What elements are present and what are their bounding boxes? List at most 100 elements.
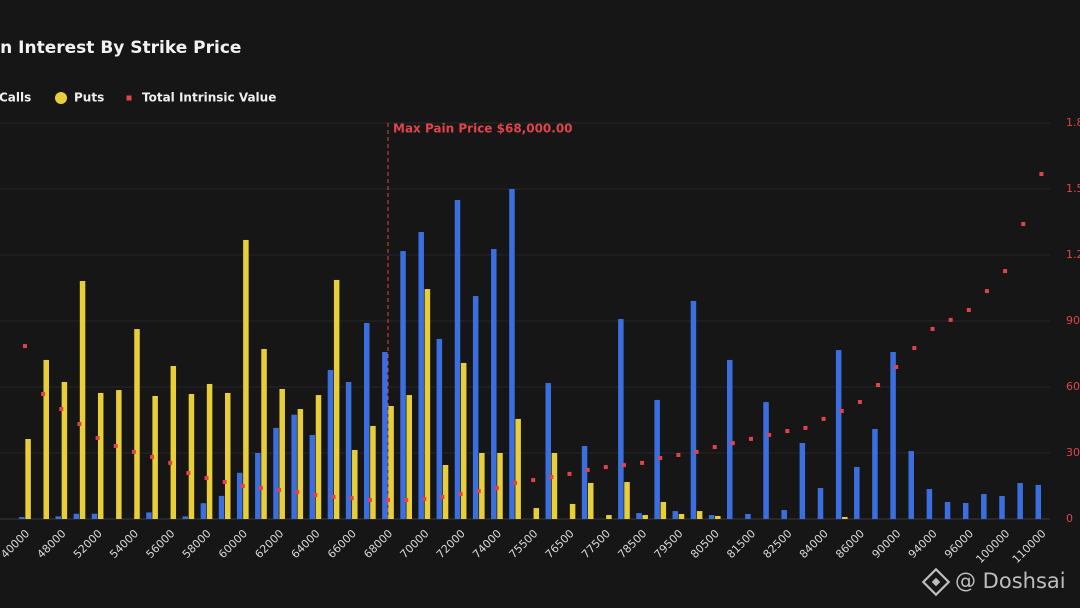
bar xyxy=(436,338,443,519)
intrinsic-point xyxy=(386,498,390,503)
bar xyxy=(218,495,225,519)
intrinsic-point xyxy=(694,449,699,454)
intrinsic-point xyxy=(767,432,772,437)
intrinsic-point xyxy=(222,480,227,485)
bar xyxy=(333,279,340,519)
x-tick-label: 94000 xyxy=(906,527,940,561)
bar xyxy=(43,359,49,519)
x-tick-label: 84000 xyxy=(797,527,831,561)
bar xyxy=(382,352,388,519)
intrinsic-point xyxy=(258,485,263,490)
bar xyxy=(243,239,249,519)
intrinsic-point xyxy=(984,289,989,294)
chart-title: Open Interest By Strike Price xyxy=(0,38,241,58)
intrinsic-point xyxy=(621,463,626,468)
intrinsic-point xyxy=(295,489,300,494)
bar xyxy=(715,515,721,519)
intrinsic-point xyxy=(603,465,608,470)
x-tick-label: 40000 xyxy=(0,527,32,561)
bar xyxy=(479,453,485,519)
intrinsic-point xyxy=(331,495,336,499)
x-tick-label: 58000 xyxy=(180,527,214,561)
bar xyxy=(842,517,848,519)
bar xyxy=(799,442,806,519)
bar xyxy=(890,352,896,519)
y2-tick-label: 1.2B xyxy=(1066,248,1080,261)
intrinsic-point xyxy=(712,445,717,450)
bar xyxy=(926,489,933,519)
bar xyxy=(370,425,376,519)
x-tick-label: 66000 xyxy=(325,527,359,561)
bar xyxy=(606,515,612,519)
intrinsic-point xyxy=(567,471,572,476)
x-tick-label: 72000 xyxy=(434,527,468,561)
y2-tick-label: 1.5B xyxy=(1066,182,1080,195)
bar xyxy=(134,329,140,519)
bar xyxy=(509,189,515,519)
legend-item: Total Intrinsic Value xyxy=(126,91,276,105)
intrinsic-point xyxy=(404,498,409,503)
intrinsic-point xyxy=(476,489,481,494)
bar xyxy=(817,487,824,519)
bar xyxy=(25,439,31,519)
intrinsic-point xyxy=(240,484,245,488)
bar xyxy=(91,513,98,519)
bar xyxy=(944,501,951,519)
intrinsic-point xyxy=(494,485,499,490)
x-tick-label: 75500 xyxy=(507,527,541,561)
intrinsic-point xyxy=(912,346,917,351)
x-tick-label: 54000 xyxy=(107,527,141,561)
bar xyxy=(660,501,667,519)
legend-label: Total Intrinsic Value xyxy=(142,91,276,105)
intrinsic-point xyxy=(640,460,645,465)
intrinsic-point xyxy=(204,476,209,481)
watermark: @ Doshsai xyxy=(921,567,1066,597)
bar xyxy=(999,496,1005,519)
bar xyxy=(352,449,358,519)
intrinsic-point xyxy=(948,317,953,322)
x-tick-label: 86000 xyxy=(833,527,867,561)
bar xyxy=(309,435,316,519)
x-tick-label: 77500 xyxy=(579,527,613,561)
bar xyxy=(1017,482,1023,519)
bar xyxy=(400,251,406,520)
intrinsic-point xyxy=(549,474,554,479)
bar xyxy=(388,406,394,519)
intrinsic-point xyxy=(349,496,354,501)
bar xyxy=(696,511,703,519)
x-tick-label: 78500 xyxy=(615,527,649,561)
bar xyxy=(255,453,261,519)
intrinsic-point xyxy=(168,460,173,465)
x-tick-label: 80500 xyxy=(688,527,722,561)
bar xyxy=(170,366,177,519)
bar xyxy=(225,392,231,519)
bar xyxy=(545,383,551,519)
bar xyxy=(690,300,697,519)
intrinsic-point xyxy=(876,383,881,388)
x-tick-label: 70000 xyxy=(398,527,432,561)
intrinsic-point xyxy=(785,429,790,433)
bar xyxy=(146,512,152,519)
bar xyxy=(708,515,715,519)
bar xyxy=(472,296,479,519)
bar xyxy=(79,281,86,519)
watermark-logo xyxy=(921,567,951,597)
intrinsic-point xyxy=(821,416,826,421)
bar xyxy=(636,513,642,519)
x-tick-label: 100000 xyxy=(973,527,1012,566)
x-tick-label: 79500 xyxy=(652,527,686,561)
intrinsic-point xyxy=(113,443,118,448)
intrinsic-point xyxy=(95,436,100,441)
x-tick-label: 64000 xyxy=(289,527,323,561)
intrinsic-point xyxy=(531,478,536,483)
legend-swatch xyxy=(126,95,132,101)
intrinsic-point xyxy=(277,487,282,492)
intrinsic-point xyxy=(803,425,808,430)
x-tick-label: 62000 xyxy=(252,527,286,561)
bar xyxy=(236,472,243,519)
x-tick-label: 82500 xyxy=(761,527,795,561)
x-tick-label: 68000 xyxy=(361,527,395,561)
bar xyxy=(273,427,279,519)
intrinsic-point xyxy=(749,436,753,441)
